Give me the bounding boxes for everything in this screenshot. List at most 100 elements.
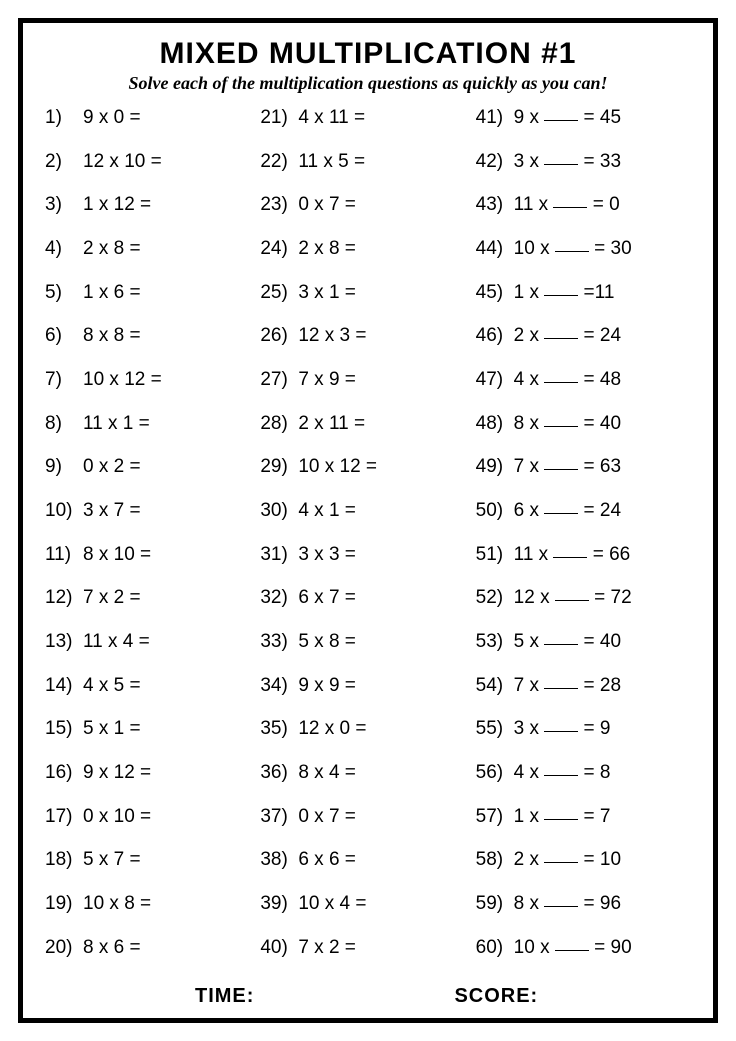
answer-blank[interactable] bbox=[553, 207, 587, 208]
question-text: 10 x = 90 bbox=[514, 938, 632, 957]
question-text: 10 x 12 = bbox=[83, 370, 162, 389]
question-post: = 96 bbox=[578, 893, 621, 914]
answer-blank[interactable] bbox=[544, 120, 578, 121]
question-number: 51) bbox=[476, 545, 514, 564]
question-number: 43) bbox=[476, 195, 514, 214]
question-pre: 9 x bbox=[514, 107, 545, 128]
question-row: 15)5 x 1 = bbox=[45, 719, 260, 760]
answer-blank[interactable] bbox=[544, 731, 578, 732]
answer-blank[interactable] bbox=[555, 600, 589, 601]
question-pre: 2 x bbox=[514, 325, 545, 346]
question-text: 8 x 4 = bbox=[298, 763, 356, 782]
question-row: 12)7 x 2 = bbox=[45, 588, 260, 629]
question-text: 8 x 6 = bbox=[83, 938, 141, 957]
answer-blank[interactable] bbox=[553, 557, 587, 558]
answer-blank[interactable] bbox=[544, 338, 578, 339]
question-number: 21) bbox=[260, 108, 298, 127]
worksheet-page: MIXED MULTIPLICATION #1 Solve each of th… bbox=[0, 0, 736, 1041]
worksheet-footer: TIME: SCORE: bbox=[45, 985, 691, 1008]
score-label: SCORE: bbox=[454, 985, 538, 1008]
question-text: 10 x 12 = bbox=[298, 457, 377, 476]
question-text: 5 x 7 = bbox=[83, 850, 141, 869]
question-post: = 24 bbox=[578, 500, 621, 521]
question-row: 34)9 x 9 = bbox=[260, 676, 475, 717]
answer-blank[interactable] bbox=[544, 644, 578, 645]
question-text: 11 x 1 = bbox=[83, 414, 150, 433]
question-text: 6 x = 24 bbox=[514, 501, 621, 520]
question-text: 7 x = 63 bbox=[514, 457, 621, 476]
question-row: 10)3 x 7 = bbox=[45, 501, 260, 542]
question-row: 14)4 x 5 = bbox=[45, 676, 260, 717]
question-pre: 5 x bbox=[514, 631, 545, 652]
question-row: 21)4 x 11 = bbox=[260, 108, 475, 149]
question-row: 39)10 x 4 = bbox=[260, 894, 475, 935]
question-number: 27) bbox=[260, 370, 298, 389]
question-number: 53) bbox=[476, 632, 514, 651]
question-text: 8 x = 40 bbox=[514, 414, 621, 433]
question-row: 57)1 x = 7 bbox=[476, 807, 691, 848]
question-number: 52) bbox=[476, 588, 514, 607]
question-text: 7 x 2 = bbox=[298, 938, 356, 957]
question-text: 4 x = 48 bbox=[514, 370, 621, 389]
question-number: 1) bbox=[45, 108, 83, 127]
question-number: 7) bbox=[45, 370, 83, 389]
answer-blank[interactable] bbox=[544, 295, 578, 296]
answer-blank[interactable] bbox=[544, 469, 578, 470]
question-row: 42)3 x = 33 bbox=[476, 152, 691, 193]
question-text: 11 x = 0 bbox=[514, 195, 620, 214]
question-row: 11)8 x 10 = bbox=[45, 545, 260, 586]
question-number: 35) bbox=[260, 719, 298, 738]
questions-column-2: 21)4 x 11 =22)11 x 5 =23)0 x 7 =24)2 x 8… bbox=[260, 108, 475, 979]
answer-blank[interactable] bbox=[544, 164, 578, 165]
question-text: 3 x 1 = bbox=[298, 283, 356, 302]
answer-blank[interactable] bbox=[555, 251, 589, 252]
answer-blank[interactable] bbox=[555, 950, 589, 951]
answer-blank[interactable] bbox=[544, 906, 578, 907]
question-row: 48)8 x = 40 bbox=[476, 414, 691, 455]
answer-blank[interactable] bbox=[544, 382, 578, 383]
question-pre: 4 x bbox=[514, 762, 545, 783]
question-text: 8 x 10 = bbox=[83, 545, 151, 564]
question-row: 2)12 x 10 = bbox=[45, 152, 260, 193]
question-post: = 30 bbox=[589, 238, 632, 259]
question-row: 59)8 x = 96 bbox=[476, 894, 691, 935]
question-row: 33)5 x 8 = bbox=[260, 632, 475, 673]
question-text: 9 x = 45 bbox=[514, 108, 621, 127]
answer-blank[interactable] bbox=[544, 513, 578, 514]
question-text: 9 x 9 = bbox=[298, 676, 356, 695]
question-number: 22) bbox=[260, 152, 298, 171]
question-text: 2 x 8 = bbox=[298, 239, 356, 258]
question-row: 17)0 x 10 = bbox=[45, 807, 260, 848]
question-number: 32) bbox=[260, 588, 298, 607]
question-text: 4 x 1 = bbox=[298, 501, 356, 520]
question-number: 37) bbox=[260, 807, 298, 826]
question-number: 18) bbox=[45, 850, 83, 869]
answer-blank[interactable] bbox=[544, 862, 578, 863]
question-pre: 10 x bbox=[514, 937, 555, 958]
question-text: 5 x = 40 bbox=[514, 632, 621, 651]
question-row: 46)2 x = 24 bbox=[476, 326, 691, 367]
question-row: 5)1 x 6 = bbox=[45, 283, 260, 324]
question-number: 42) bbox=[476, 152, 514, 171]
question-row: 32)6 x 7 = bbox=[260, 588, 475, 629]
question-number: 16) bbox=[45, 763, 83, 782]
question-pre: 8 x bbox=[514, 893, 545, 914]
question-number: 60) bbox=[476, 938, 514, 957]
question-post: = 24 bbox=[578, 325, 621, 346]
question-text: 2 x 8 = bbox=[83, 239, 141, 258]
question-number: 15) bbox=[45, 719, 83, 738]
question-post: = 40 bbox=[578, 631, 621, 652]
question-row: 44)10 x = 30 bbox=[476, 239, 691, 280]
question-number: 41) bbox=[476, 108, 514, 127]
answer-blank[interactable] bbox=[544, 775, 578, 776]
answer-blank[interactable] bbox=[544, 819, 578, 820]
question-text: 1 x 12 = bbox=[83, 195, 151, 214]
answer-blank[interactable] bbox=[544, 688, 578, 689]
question-post: = 63 bbox=[578, 456, 621, 477]
question-number: 31) bbox=[260, 545, 298, 564]
question-number: 25) bbox=[260, 283, 298, 302]
question-row: 18)5 x 7 = bbox=[45, 850, 260, 891]
answer-blank[interactable] bbox=[544, 426, 578, 427]
question-text: 4 x = 8 bbox=[514, 763, 611, 782]
question-pre: 11 x bbox=[514, 544, 554, 565]
